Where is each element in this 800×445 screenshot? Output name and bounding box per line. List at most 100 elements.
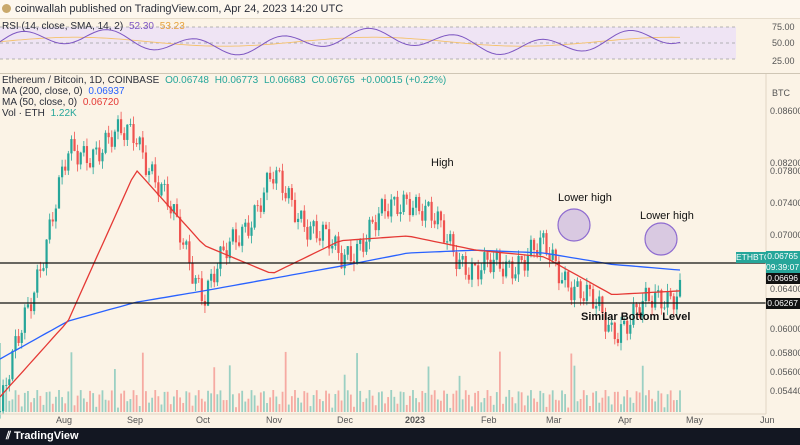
candle-body: [92, 149, 95, 168]
ohlc-open: O0.06748: [165, 75, 209, 86]
volume-bar: [477, 391, 480, 412]
candle-body: [663, 307, 666, 309]
volume-bar: [297, 397, 299, 412]
candle-body: [269, 172, 272, 180]
candle-body: [421, 211, 424, 221]
volume-bar: [523, 405, 526, 412]
volume-bar: [58, 390, 60, 412]
candle-body: [324, 224, 328, 230]
candle-body: [495, 251, 498, 260]
volume-bar: [235, 407, 237, 412]
price-tick: 0.06400: [770, 284, 800, 294]
volume-bar: [561, 390, 563, 412]
volume-bar: [135, 395, 138, 412]
candle-body: [461, 255, 464, 260]
volume-bar: [182, 402, 185, 412]
symbol-label: Ethereum / Bitcoin, 1D, COINBASE: [2, 75, 160, 86]
volume-bar: [104, 399, 107, 412]
volume-bar: [213, 367, 216, 412]
volume-bar: [474, 392, 476, 412]
candle-body: [107, 132, 110, 138]
volume-bar: [117, 407, 119, 412]
candle-body: [505, 261, 508, 277]
volume-bar: [415, 398, 417, 412]
candle-body: [610, 322, 613, 325]
candle-body: [2, 385, 5, 412]
volume-bar: [343, 374, 346, 412]
volume-bar: [346, 390, 349, 412]
candle-body: [216, 268, 219, 283]
volume-bar: [33, 398, 36, 412]
volume-bar: [325, 390, 327, 412]
candle-body: [194, 277, 197, 284]
candle-body: [557, 261, 561, 284]
tradingview-brand: TradingView: [13, 430, 79, 442]
volume-bar: [287, 404, 290, 412]
volume-bar: [79, 390, 82, 412]
volume-bar: [396, 403, 399, 412]
publish-info: coinwallah published on TradingView.com,…: [15, 3, 344, 15]
candle-body: [151, 164, 154, 172]
volume-bar: [548, 394, 551, 412]
volume-bar: [601, 397, 604, 412]
volume-bar: [641, 365, 644, 412]
candle-body: [126, 124, 129, 140]
volume-bar: [654, 401, 657, 412]
volume-bar: [95, 406, 98, 412]
volume-bar: [526, 395, 529, 412]
candle-body: [328, 229, 331, 249]
ma50-label: MA (50, close, 0): [2, 97, 78, 108]
volume-bar: [629, 397, 632, 412]
candle-body: [293, 199, 297, 222]
volume-bar: [269, 397, 272, 412]
candle-body: [175, 204, 179, 217]
volume-bar: [73, 405, 76, 412]
price-tick: 0.08200: [770, 158, 800, 168]
candle-body: [623, 320, 626, 325]
candle-body: [296, 218, 300, 222]
volume-bar: [644, 395, 647, 412]
tradingview-logo[interactable]: ⫽ TradingView: [6, 428, 79, 445]
volume-bar: [517, 391, 520, 412]
candle-body: [29, 304, 33, 312]
volume-bar: [89, 390, 91, 412]
candle-body: [666, 291, 669, 308]
volume-bar: [669, 390, 672, 412]
candle-body: [635, 303, 638, 308]
candle-body: [520, 255, 523, 261]
volume-bar: [626, 390, 629, 412]
candle-body: [436, 211, 439, 225]
candle-body: [228, 241, 231, 259]
tradingview-logo-icon: ⫽: [6, 430, 11, 442]
price-tick: 0.07000: [770, 230, 800, 240]
rsi-chart: [0, 26, 736, 60]
x-tick: Apr: [618, 415, 633, 425]
volume-bar: [616, 391, 619, 412]
candle-body: [64, 166, 67, 171]
volume-bars: [0, 343, 681, 412]
volume-bar: [349, 394, 352, 412]
candle-body: [387, 211, 390, 217]
volume-bar: [0, 343, 1, 412]
candle-body: [393, 196, 396, 200]
candle-body: [446, 241, 449, 243]
x-tick: Nov: [266, 415, 283, 425]
candles: [0, 111, 682, 419]
volume-bar: [443, 390, 445, 412]
volume-bar: [657, 390, 660, 412]
candle-body: [36, 269, 39, 293]
volume-bar: [623, 396, 626, 412]
volume-bar: [281, 391, 284, 412]
candle-body: [318, 238, 321, 241]
volume-bar: [145, 391, 147, 412]
candle-body: [163, 183, 166, 185]
candle-body: [449, 234, 452, 242]
candle-body: [222, 246, 225, 251]
candle-body: [359, 239, 362, 244]
candle-body: [116, 119, 120, 132]
volume-bar: [8, 400, 11, 412]
candle-body: [414, 196, 418, 208]
candle-body: [309, 226, 312, 240]
volume-bar: [20, 406, 23, 412]
candle-body: [371, 219, 374, 223]
